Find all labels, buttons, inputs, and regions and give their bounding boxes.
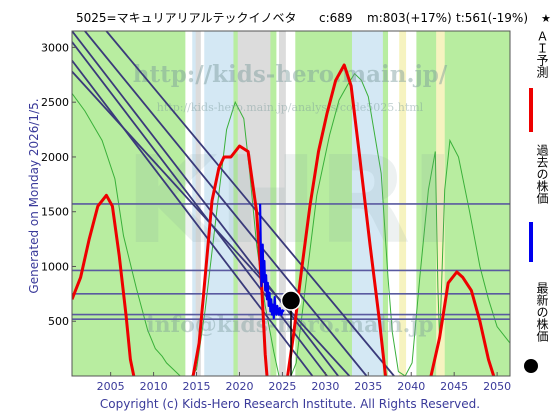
watermark-mail: info@kids-hero.main.jp bbox=[146, 312, 433, 338]
copyright: Copyright (c) Kids-Hero Research Institu… bbox=[100, 397, 480, 411]
legend-ai-label: ＡＩ予測 bbox=[535, 30, 549, 78]
ai-forecast-line bbox=[429, 270, 496, 376]
x-tick-label: 2045 bbox=[440, 380, 468, 393]
y-tick-label: 1500 bbox=[41, 206, 69, 219]
current-price: c:689 bbox=[319, 11, 353, 25]
latest-price-marker bbox=[280, 290, 302, 311]
ai-forecast-line bbox=[191, 144, 269, 376]
ai-forecast-line bbox=[72, 193, 136, 376]
latest-price-layer bbox=[280, 290, 302, 376]
target-price: t:561(-19%) bbox=[456, 11, 528, 25]
legend-latest-label: 最新の株価 bbox=[535, 282, 549, 342]
x-tick-label: 2035 bbox=[354, 380, 382, 393]
mid-price: m:803(+17%) bbox=[367, 11, 452, 25]
x-tick-label: 2020 bbox=[225, 380, 253, 393]
watermark-url-big: http://kids-hero.main.jp/ bbox=[133, 61, 448, 88]
trend-line bbox=[72, 31, 339, 376]
y-tick-label: 1000 bbox=[41, 260, 69, 273]
y-tick-label: 2000 bbox=[41, 151, 69, 164]
y-tick-label: 500 bbox=[48, 315, 69, 328]
x-tick-label: 2005 bbox=[97, 380, 125, 393]
trend-line bbox=[105, 31, 395, 376]
y-tick-label: 3000 bbox=[41, 41, 69, 54]
x-tick-label: 2040 bbox=[397, 380, 425, 393]
y-axis: 500 1000 1500 2000 2500 3000 bbox=[41, 41, 76, 377]
green-line-layer bbox=[72, 72, 510, 376]
chart-title: 5025=マキュリアリアルテックイノベタ bbox=[76, 11, 296, 25]
past-price-line bbox=[259, 203, 285, 320]
generated-date: Generated on Monday 2026/1/5. bbox=[27, 98, 41, 294]
plot-frame bbox=[71, 30, 511, 377]
legend-past-label: 過去の株価 bbox=[535, 144, 549, 204]
star-icon: ★ bbox=[541, 12, 551, 25]
watermark-url-small: http://kids-hero.main.jp/analysis/code50… bbox=[157, 101, 424, 114]
x-tick-label: 2015 bbox=[183, 380, 211, 393]
legend-latest-marker bbox=[524, 359, 538, 373]
x-tick-label: 2010 bbox=[140, 380, 168, 393]
past-price-layer bbox=[259, 203, 285, 320]
ai-forecast-line bbox=[286, 63, 387, 376]
x-axis: 2005 2010 2015 2020 2025 2030 2035 2040 2045 2050 bbox=[97, 372, 511, 393]
x-tick-label: 2030 bbox=[311, 380, 339, 393]
trend-line bbox=[84, 31, 368, 376]
y-tick-label: 2500 bbox=[41, 96, 69, 109]
trend-line bbox=[72, 60, 314, 376]
trend-line bbox=[72, 41, 328, 376]
x-tick-label: 2025 bbox=[268, 380, 296, 393]
green-indicator-line bbox=[72, 72, 510, 376]
x-tick-label: 2050 bbox=[483, 380, 511, 393]
ai-forecast-layer bbox=[72, 63, 496, 376]
